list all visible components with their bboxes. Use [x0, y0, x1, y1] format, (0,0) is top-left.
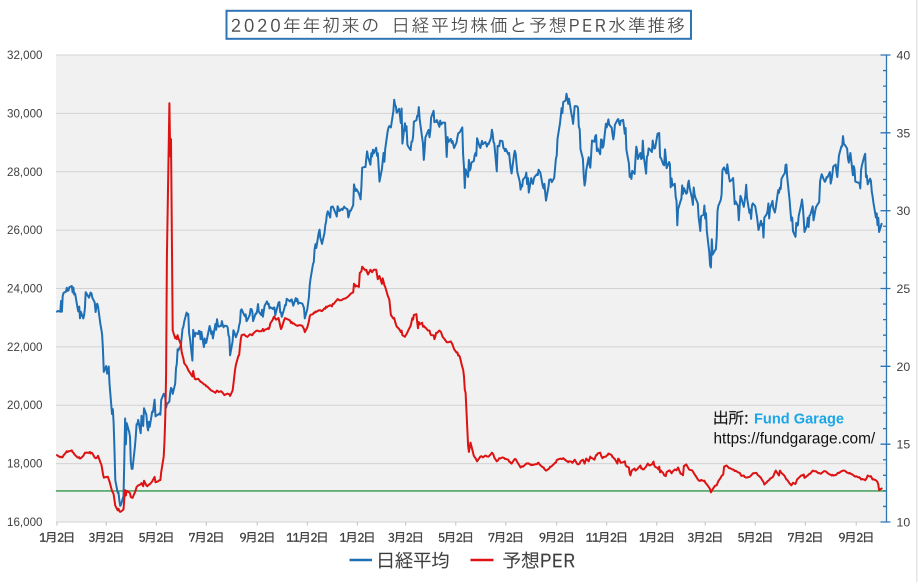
svg-text:30,000: 30,000 [7, 107, 42, 120]
svg-text:https://fundgarage.com/: https://fundgarage.com/ [714, 430, 876, 447]
svg-text:24,000: 24,000 [7, 283, 42, 296]
svg-text:20,000: 20,000 [7, 399, 42, 412]
svg-text:40: 40 [897, 49, 911, 63]
svg-text:10: 10 [897, 516, 911, 530]
svg-text:35: 35 [897, 126, 911, 140]
svg-text:22,000: 22,000 [7, 341, 42, 354]
svg-text:26,000: 26,000 [7, 224, 42, 237]
svg-text:Fund Garage: Fund Garage [754, 412, 844, 428]
svg-text:30: 30 [897, 204, 911, 218]
svg-text:20: 20 [897, 360, 911, 374]
svg-text:28,000: 28,000 [7, 166, 42, 179]
svg-text:16,000: 16,000 [7, 516, 42, 529]
svg-text:25: 25 [897, 282, 911, 296]
svg-text:32,000: 32,000 [7, 49, 42, 62]
svg-text:15: 15 [897, 438, 911, 452]
svg-text:18,000: 18,000 [7, 458, 42, 471]
